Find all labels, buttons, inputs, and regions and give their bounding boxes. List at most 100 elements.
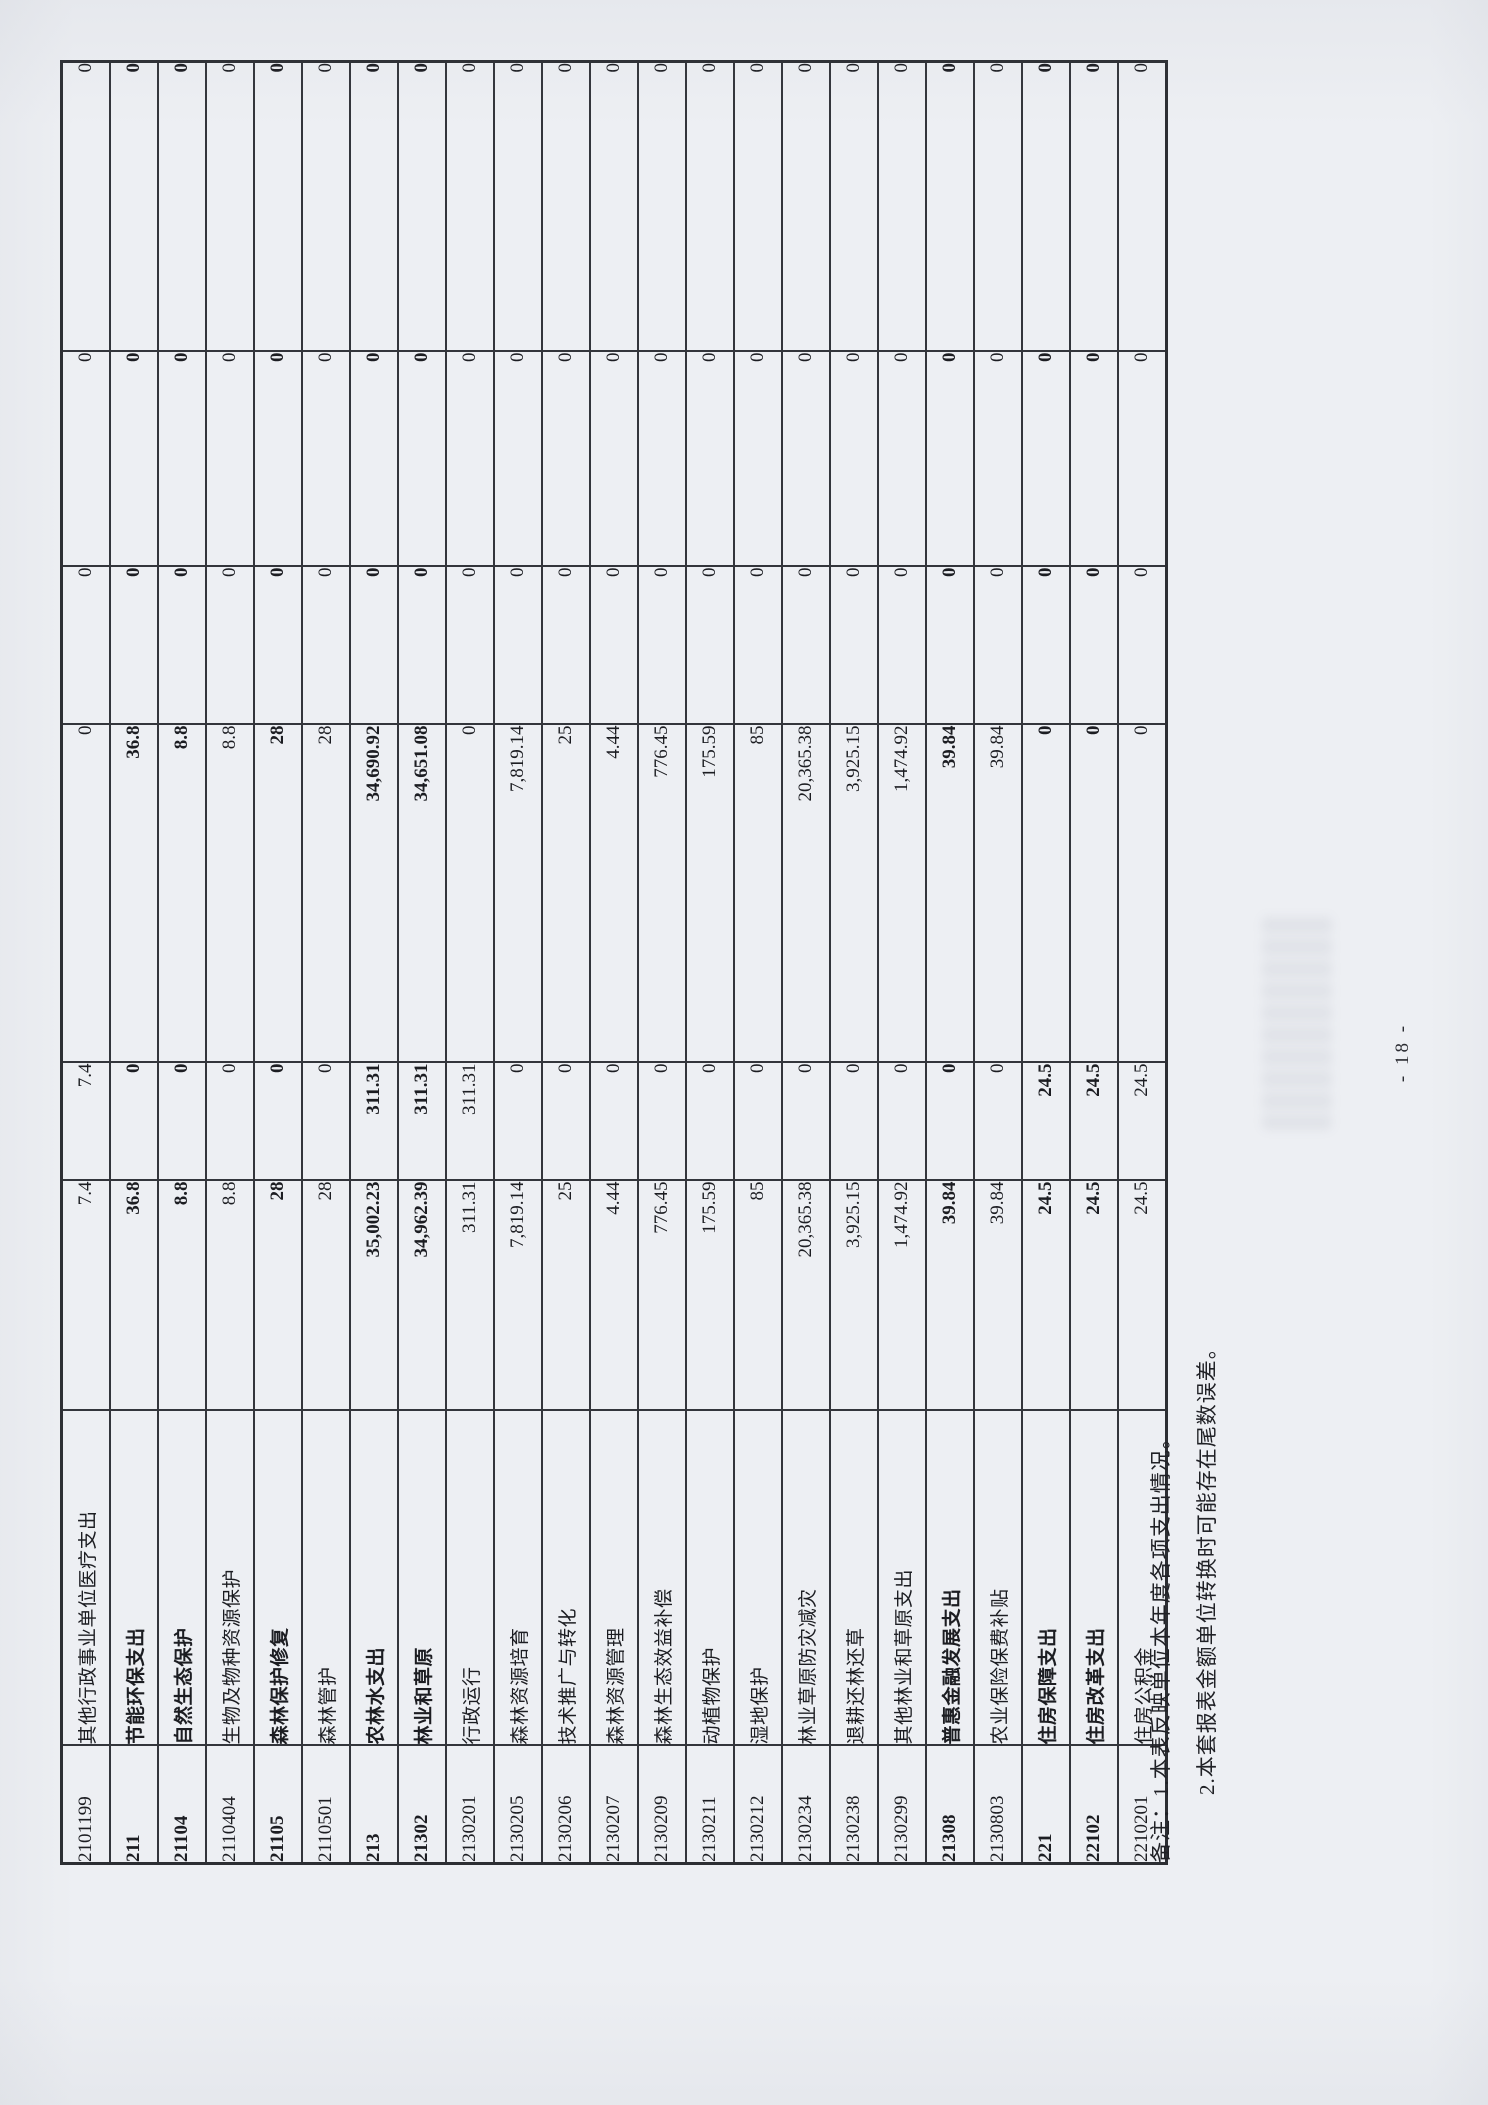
amount-cell: 0 (974, 566, 1022, 725)
amount-cell: 25 (542, 724, 590, 1063)
amount-cell: 0 (446, 61, 494, 352)
amount-cell: 0 (686, 61, 734, 352)
subject-name-cell: 森林资源培育 (494, 1410, 542, 1746)
subject-name-cell: 其他林业和草原支出 (878, 1410, 926, 1746)
amount-cell: 39.84 (974, 724, 1022, 1063)
subject-name-cell: 森林管护 (302, 1410, 350, 1746)
table-row: 2130212 湿地保护 85 0 85 0 0 0 (734, 61, 782, 1864)
subject-name-cell: 农业保险保费补贴 (974, 1410, 1022, 1746)
table-row: 2130238 退耕还林还草 3,925.15 0 3,925.15 0 0 0 (830, 61, 878, 1864)
amount-cell: 0 (158, 61, 206, 352)
amount-cell: 0 (686, 566, 734, 725)
subject-code-cell: 21105 (254, 1745, 302, 1864)
table-row: 2130211 动植物保护 175.59 0 175.59 0 0 0 (686, 61, 734, 1864)
amount-cell: 0 (926, 1062, 974, 1181)
subject-name-cell: 森林生态效益补偿 (638, 1410, 686, 1746)
amount-cell: 34,651.08 (398, 724, 446, 1063)
table-row: 213 农林水支出 35,002.23 311.31 34,690.92 0 0 0 (350, 61, 398, 1864)
subject-name-cell: 技术推广与转化 (542, 1410, 590, 1746)
amount-cell: 776.45 (638, 724, 686, 1063)
table-row: 21302 林业和草原 34,962.39 311.31 34,651.08 0 0 0 (398, 61, 446, 1864)
subject-code-cell: 2130201 (446, 1745, 494, 1864)
subject-name-cell: 自然生态保护 (158, 1410, 206, 1746)
amount-cell: 0 (254, 1062, 302, 1181)
table-row: 221 住房保障支出 24.5 24.5 0 0 0 0 (1022, 61, 1070, 1864)
amount-cell: 0 (878, 351, 926, 567)
amount-cell: 0 (542, 61, 590, 352)
table-row: 2130299 其他林业和草原支出 1,474.92 0 1,474.92 0 0 0 (878, 61, 926, 1864)
subject-name-cell: 林业和草原 (398, 1410, 446, 1746)
amount-cell: 7,819.14 (494, 724, 542, 1063)
amount-cell: 0 (542, 1062, 590, 1181)
table-row: 2110501 森林管护 28 0 28 0 0 0 (302, 61, 350, 1864)
amount-cell: 175.59 (686, 724, 734, 1063)
subject-name-cell: 行政运行 (446, 1410, 494, 1746)
amount-cell: 7.4 (61, 1062, 110, 1181)
subject-code-cell: 21104 (158, 1745, 206, 1864)
subject-name-cell: 林业草原防灾减灾 (782, 1410, 830, 1746)
amount-cell: 20,365.38 (782, 724, 830, 1063)
amount-cell: 36.8 (110, 1180, 158, 1411)
amount-cell: 0 (590, 351, 638, 567)
subject-name-cell: 其他行政事业单位医疗支出 (61, 1410, 110, 1746)
amount-cell: 0 (830, 1062, 878, 1181)
amount-cell: 24.5 (1022, 1062, 1070, 1181)
subject-name-cell: 动植物保护 (686, 1410, 734, 1746)
footnotes-block: 备注：1.本表反映单位本年度各项支出情况。 2.本套报表金额单位转换时可能存在尾… (1148, 1337, 1220, 1863)
subject-code-cell: 2130803 (974, 1745, 1022, 1864)
amount-cell: 0 (302, 351, 350, 567)
amount-cell: 1,474.92 (878, 724, 926, 1063)
subject-code-cell: 2130207 (590, 1745, 638, 1864)
amount-cell: 39.84 (974, 1180, 1022, 1411)
subject-code-cell: 213 (350, 1745, 398, 1864)
amount-cell: 175.59 (686, 1180, 734, 1411)
subject-code-cell: 22102 (1070, 1745, 1118, 1864)
amount-cell: 0 (61, 566, 110, 725)
amount-cell: 39.84 (926, 724, 974, 1063)
amount-cell: 34,690.92 (350, 724, 398, 1063)
amount-cell: 0 (974, 61, 1022, 352)
amount-cell: 0 (734, 351, 782, 567)
amount-cell: 0 (110, 61, 158, 352)
amount-cell: 776.45 (638, 1180, 686, 1411)
amount-cell: 0 (1022, 724, 1070, 1063)
amount-cell: 24.5 (1070, 1062, 1118, 1181)
amount-cell: 20,365.38 (782, 1180, 830, 1411)
amount-cell: 0 (494, 1062, 542, 1181)
amount-cell: 0 (1070, 724, 1118, 1063)
amount-cell: 3,925.15 (830, 1180, 878, 1411)
amount-cell: 3,925.15 (830, 724, 878, 1063)
table-row: 2130209 森林生态效益补偿 776.45 0 776.45 0 0 0 (638, 61, 686, 1864)
amount-cell: 0 (446, 724, 494, 1063)
amount-cell: 0 (61, 61, 110, 352)
amount-cell: 4.44 (590, 724, 638, 1063)
table-row: 21104 自然生态保护 8.8 0 8.8 0 0 0 (158, 61, 206, 1864)
subject-code-cell: 21302 (398, 1745, 446, 1864)
amount-cell: 0 (878, 566, 926, 725)
amount-cell: 0 (302, 61, 350, 352)
amount-cell: 0 (686, 1062, 734, 1181)
amount-cell: 311.31 (446, 1062, 494, 1181)
amount-cell: 0 (398, 61, 446, 352)
amount-cell: 0 (974, 1062, 1022, 1181)
subject-code-cell: 2110404 (206, 1745, 254, 1864)
subject-code-cell: 2130299 (878, 1745, 926, 1864)
amount-cell: 8.8 (158, 724, 206, 1063)
subject-code-cell: 2130209 (638, 1745, 686, 1864)
amount-cell: 0 (350, 566, 398, 725)
subject-code-cell: 2130211 (686, 1745, 734, 1864)
amount-cell: 28 (254, 1180, 302, 1411)
table-row: 2110404 生物及物种资源保护 8.8 0 8.8 0 0 0 (206, 61, 254, 1864)
amount-cell: 0 (782, 61, 830, 352)
table-row: 2130201 行政运行 311.31 311.31 0 0 0 0 (446, 61, 494, 1864)
amount-cell: 0 (734, 566, 782, 725)
subject-code-cell: 2130212 (734, 1745, 782, 1864)
amount-cell: 0 (590, 1062, 638, 1181)
amount-cell: 8.8 (158, 1180, 206, 1411)
table-row: 2130803 农业保险保费补贴 39.84 0 39.84 0 0 0 (974, 61, 1022, 1864)
amount-cell: 39.84 (926, 1180, 974, 1411)
amount-cell: 0 (158, 1062, 206, 1181)
amount-cell: 311.31 (398, 1062, 446, 1181)
